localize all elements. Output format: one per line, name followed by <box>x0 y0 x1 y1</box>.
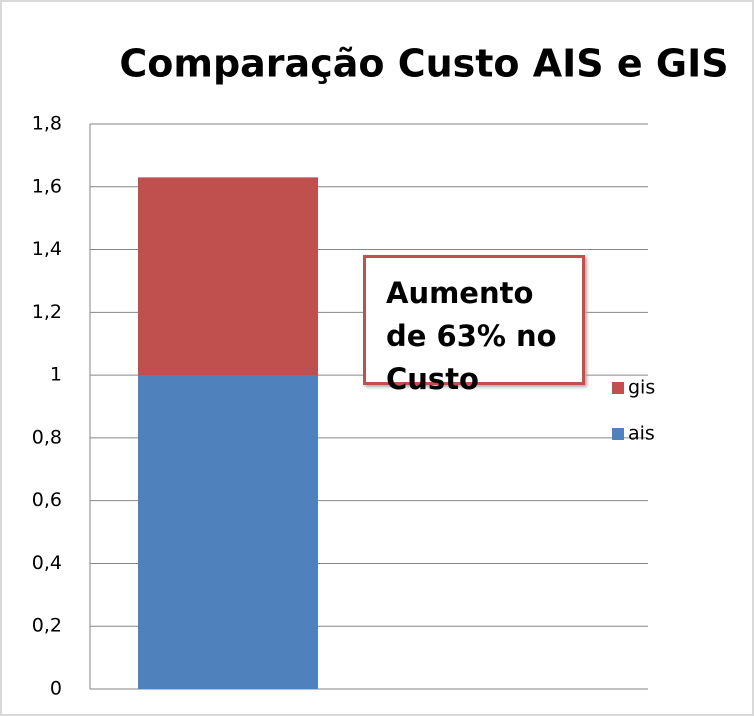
legend-label: ais <box>628 423 655 445</box>
y-tick-label: 0,8 <box>32 426 62 448</box>
y-tick-label: 0,2 <box>32 615 62 637</box>
y-tick-label: 1,4 <box>32 238 62 260</box>
y-tick-label: 1 <box>50 364 62 386</box>
legend-swatch <box>612 382 624 394</box>
y-tick-label: 0,6 <box>32 489 62 511</box>
bar-segment <box>138 177 318 376</box>
y-tick-label: 0,4 <box>32 552 62 574</box>
y-tick-label: 1,8 <box>32 113 62 135</box>
y-tick-label: 1,2 <box>32 301 62 323</box>
y-tick-label: 1,6 <box>32 175 62 197</box>
annotation: Aumento de 63% no Custo <box>363 255 585 396</box>
bar-segment <box>138 375 318 689</box>
chart-title: Comparação Custo AIS e GIS <box>119 42 728 86</box>
legend-label: gis <box>628 377 655 399</box>
legend-swatch <box>612 428 624 440</box>
y-tick-label: 0 <box>50 678 62 700</box>
